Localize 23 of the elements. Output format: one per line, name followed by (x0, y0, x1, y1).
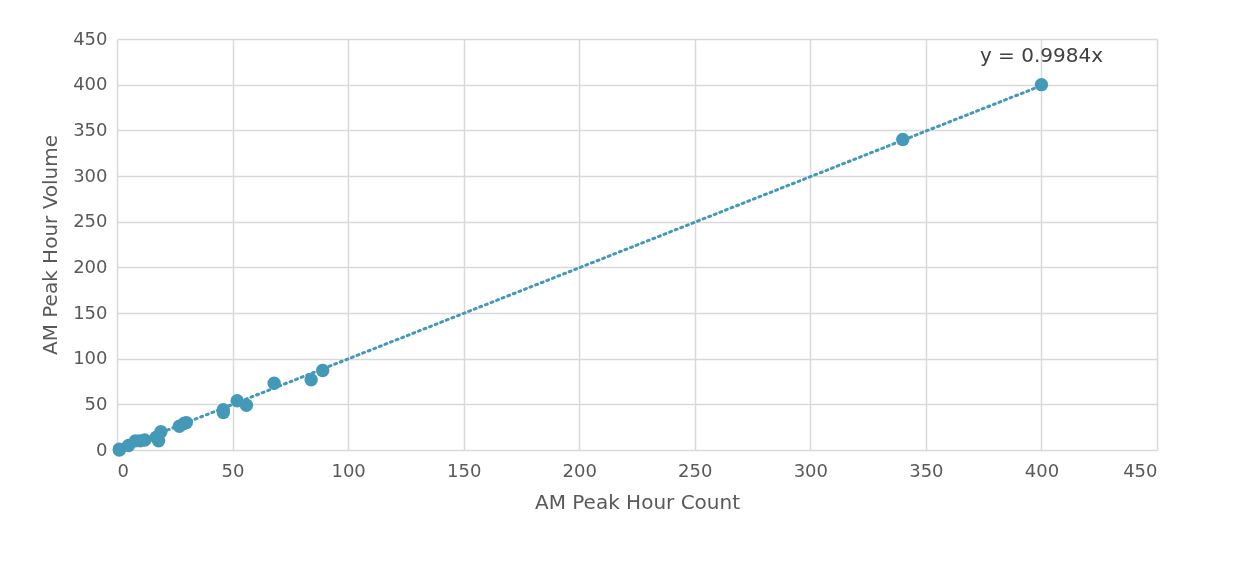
y-tick-label: 350 (73, 118, 108, 140)
y-tick-label: 450 (73, 27, 108, 49)
x-tick-label: 450 (1123, 459, 1158, 481)
y-tick-label: 0 (96, 438, 108, 460)
annotation: y = 0.9984x (979, 42, 1104, 67)
x-tick-label: 150 (446, 459, 482, 481)
y-tick-label: 300 (73, 164, 108, 186)
y-tick-label: 50 (84, 392, 108, 414)
x-tick-label: 200 (562, 459, 597, 481)
y-axis-title: AM Peak Hour Volume (38, 134, 63, 356)
x-tick-label: 400 (1024, 459, 1060, 481)
x-tick-label: 100 (331, 459, 366, 481)
y-tick-label: 250 (73, 210, 108, 232)
x-axis-title: AM Peak Hour Count (534, 489, 741, 514)
x-tick-label: 0 (117, 459, 129, 481)
y-tick-label: 400 (73, 73, 108, 95)
x-tick-label: 350 (909, 459, 944, 481)
y-tick-label: 200 (73, 255, 108, 277)
x-tick-label: 250 (678, 459, 713, 481)
x-tick-label: 50 (221, 459, 245, 481)
y-tick-label: 150 (73, 301, 108, 323)
y-tick-label: 100 (73, 347, 108, 369)
x-tick-label: 300 (793, 459, 829, 481)
